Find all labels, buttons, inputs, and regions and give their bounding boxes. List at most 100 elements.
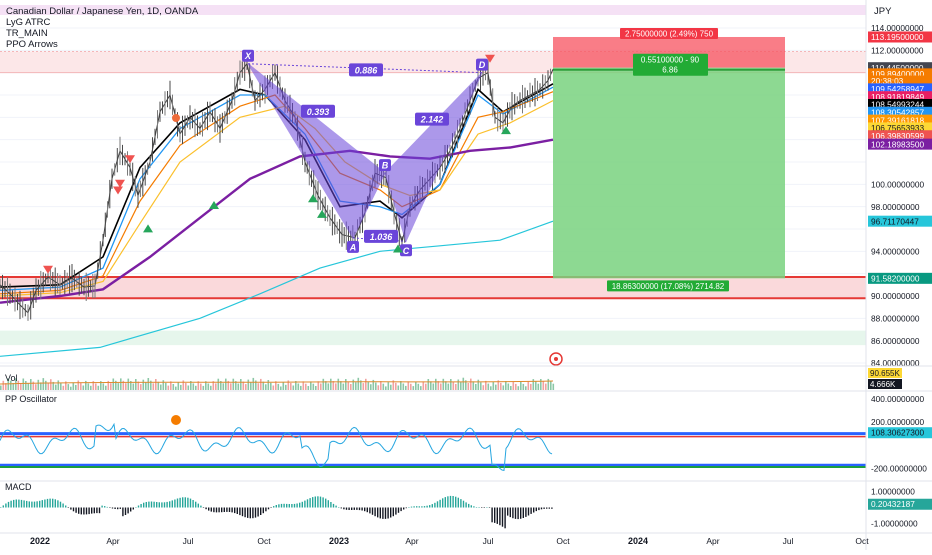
macd-bar	[117, 507, 119, 510]
volume-bar	[542, 381, 545, 390]
volume-bar	[310, 381, 312, 390]
volume-bar	[117, 383, 120, 390]
price-tag-bg-18	[868, 272, 932, 284]
time-tick-0[interactable]: 2022	[30, 536, 50, 546]
macd-bar	[169, 501, 171, 508]
price-tag-6[interactable]: 109.54258947	[871, 84, 924, 94]
macd-bar	[543, 507, 545, 509]
volume-bar	[10, 380, 12, 390]
time-tick-4[interactable]: 2023	[329, 536, 349, 546]
target-zone[interactable]	[553, 67, 785, 279]
macd-bar	[104, 506, 106, 508]
volume-bar	[345, 379, 347, 390]
volume-tag-bg-1	[868, 379, 902, 389]
price-tag-0[interactable]: 114.00000000	[871, 23, 924, 33]
up-arrow-icon	[317, 209, 327, 218]
time-tick-10[interactable]: Jul	[783, 536, 794, 546]
macd-bar	[325, 498, 327, 508]
volume-bar	[415, 381, 417, 390]
volume-bar	[42, 378, 45, 390]
osc-tick-2[interactable]: 108.30627300	[871, 428, 924, 438]
price-tag-20[interactable]: 88.00000000	[871, 314, 920, 324]
volume-bar	[192, 383, 195, 390]
osc-label[interactable]: PP Oscillator	[5, 394, 57, 404]
price-tag-17[interactable]: 94.00000000	[871, 247, 920, 257]
volume-bar	[172, 384, 175, 390]
price-tag-22[interactable]: 84.00000000	[871, 358, 920, 368]
ratio-label-bg	[415, 112, 449, 126]
price-tag-16[interactable]: 96.71170447	[871, 216, 919, 226]
macd-bar	[403, 507, 405, 510]
time-tick-6[interactable]: Jul	[483, 536, 494, 546]
volume-bar	[367, 381, 370, 390]
volume-tag-1[interactable]: 4.666K	[870, 380, 896, 389]
price-tag-3[interactable]: 110.44500000	[871, 63, 924, 73]
price-tag-8[interactable]: 108.54993244	[871, 100, 924, 110]
macd-tick-1[interactable]: 0.20432187	[871, 499, 915, 509]
macd-bar	[236, 507, 238, 514]
volume-bar	[332, 381, 335, 390]
osc-tick-3[interactable]: -200.00000000	[871, 463, 927, 473]
macd-bar	[231, 507, 233, 513]
macd-bar	[65, 505, 67, 508]
price-tag-5[interactable]: 20:38:03	[871, 76, 904, 86]
time-tick-9[interactable]: Apr	[706, 536, 719, 546]
volume-bar	[222, 383, 225, 390]
volume-bar	[12, 383, 15, 390]
volume-bar	[170, 381, 172, 390]
price-tag-14[interactable]: 100.00000000	[871, 180, 924, 190]
time-tick-2[interactable]: Jul	[183, 536, 194, 546]
macd-bar	[226, 507, 228, 512]
price-tag-19[interactable]: 90.00000000	[871, 291, 920, 301]
time-tick-11[interactable]: Oct	[855, 536, 869, 546]
time-tick-7[interactable]: Oct	[556, 536, 570, 546]
macd-bar	[369, 507, 371, 514]
time-tick-5[interactable]: Apr	[405, 536, 418, 546]
price-tag-1[interactable]: 113.19500000	[871, 32, 924, 42]
volume-bar	[292, 385, 295, 390]
macd-bar	[364, 507, 366, 512]
price-tag-7[interactable]: 108.91819849	[871, 92, 924, 102]
price-tag-4[interactable]: 109.89400000	[871, 69, 924, 79]
price-tag-21[interactable]: 86.00000000	[871, 336, 920, 346]
price-tag-15[interactable]: 98.00000000	[871, 202, 920, 212]
macd-label[interactable]: MACD	[5, 482, 32, 492]
macd-bar	[312, 497, 314, 508]
macd-bar	[423, 506, 426, 508]
indicator-label-2[interactable]: TR_MAIN	[6, 28, 48, 39]
macd-bar	[262, 507, 264, 514]
volume-label[interactable]: Vol	[5, 373, 18, 383]
volume-bar	[0, 385, 2, 390]
price-tag-10[interactable]: 107.39161818	[871, 115, 924, 125]
macd-bar	[41, 500, 43, 508]
macd-bar	[481, 507, 483, 508]
price-tag-9[interactable]: 108.30542857	[871, 108, 924, 118]
price-tag-13[interactable]: 102.18983500	[871, 139, 924, 149]
osc-tick-1[interactable]: 200.00000000	[871, 417, 924, 427]
price-tag-11[interactable]: 106.75653933	[871, 123, 924, 133]
time-tick-1[interactable]: Apr	[106, 536, 119, 546]
time-tick-3[interactable]: Oct	[257, 536, 271, 546]
harmonic-triangle-xab[interactable]	[247, 63, 386, 239]
time-tick-8[interactable]: 2024	[628, 536, 648, 546]
price-tag-12[interactable]: 106.39830599	[871, 131, 924, 141]
indicator-label-3[interactable]: PPO Arrows	[6, 39, 58, 50]
price-tag-2[interactable]: 112.00000000	[871, 46, 924, 56]
macd-bar	[413, 506, 415, 508]
osc-tick-0[interactable]: 400.00000000	[871, 394, 924, 404]
target-circle-icon[interactable]	[549, 352, 563, 366]
volume-tag-0[interactable]: 90.655K	[870, 369, 900, 378]
macd-bar	[171, 500, 173, 508]
macd-tick-0[interactable]: 1.00000000	[871, 487, 915, 497]
macd-bar	[33, 501, 36, 508]
macd-tick-2[interactable]: -1.00000000	[871, 518, 918, 528]
macd-bar	[106, 506, 108, 508]
volume-bar	[330, 378, 332, 390]
indicator-label-1[interactable]: LyG ATRC	[6, 17, 50, 28]
volume-bar	[27, 383, 30, 390]
macd-bar	[174, 499, 176, 508]
price-tag-18[interactable]: 91.58200000	[871, 274, 920, 284]
ratio-label-bg	[301, 104, 335, 118]
